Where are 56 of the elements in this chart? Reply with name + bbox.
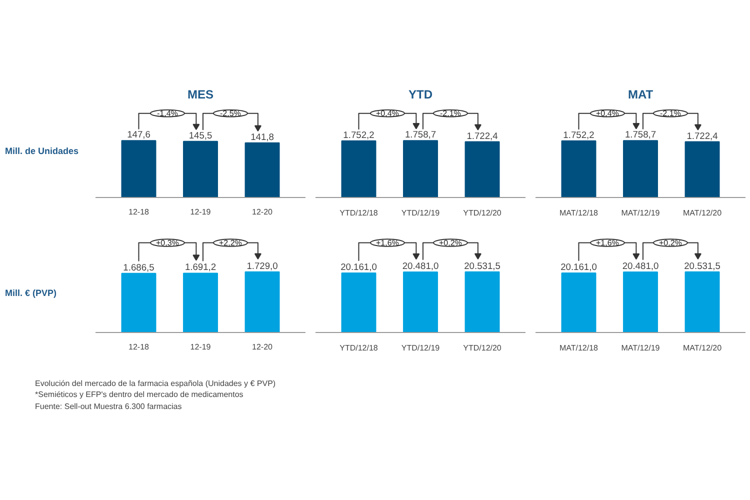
x-tick-label: MAT/12/18 bbox=[559, 344, 599, 352]
data-label: 20.161,0 bbox=[340, 262, 377, 272]
data-label: 1.758,7 bbox=[404, 130, 436, 140]
x-tick-label: 12-20 bbox=[252, 208, 274, 216]
x-tick-label: MAT/12/20 bbox=[682, 344, 722, 352]
data-label: 1.752,2 bbox=[343, 130, 374, 140]
text: -2,5% bbox=[220, 108, 241, 118]
data-label: 1.729,0 bbox=[246, 260, 278, 271]
x-tick-label: YTD/12/20 bbox=[463, 208, 502, 218]
data-label: 20.481,0 bbox=[402, 261, 439, 272]
data-label: 147,6 bbox=[127, 130, 150, 140]
data-label: 1.691,2 bbox=[184, 262, 216, 272]
x-tick-label: 12-20 bbox=[252, 342, 274, 352]
chart-title: MAT bbox=[628, 88, 654, 102]
y-axis-title: Mill. de Unidades bbox=[5, 145, 79, 158]
x-tick-label: 12-19 bbox=[190, 208, 212, 216]
x-tick-label: MAT/12/19 bbox=[621, 344, 660, 352]
text: +0,2% bbox=[659, 238, 682, 248]
data-label: 1.752,2 bbox=[563, 130, 594, 140]
text: +0,4% bbox=[376, 108, 399, 118]
text: Evolución del mercado de la farmacia española (Unidades y € PVP) bbox=[35, 379, 276, 388]
text: -2,1% bbox=[440, 108, 461, 118]
data-label: 20.531,5 bbox=[684, 260, 720, 271]
x-tick-label: MAT/12/18 bbox=[559, 208, 599, 218]
data-label: 1.722,4 bbox=[686, 130, 718, 141]
x-tick-label: 12-18 bbox=[128, 208, 150, 216]
x-tick-label: YTD/12/18 bbox=[340, 208, 378, 218]
x-tick-label: MAT/12/20 bbox=[682, 208, 722, 218]
text: -1,4% bbox=[157, 108, 178, 118]
data-label: 1.758,7 bbox=[624, 130, 656, 140]
data-label: 141,8 bbox=[250, 132, 274, 142]
data-label: 20.161,0 bbox=[560, 262, 597, 272]
x-tick-label: YTD/12/18 bbox=[340, 344, 378, 352]
chart-title: YTD bbox=[408, 88, 433, 102]
text: +0,4% bbox=[596, 108, 619, 118]
text: +0,3% bbox=[156, 238, 179, 248]
data-label: 20.531,5 bbox=[464, 260, 500, 271]
x-tick-label: YTD/12/20 bbox=[463, 344, 502, 352]
source-note: Fuente: Sell-out Muestra 6.300 farmacias bbox=[35, 402, 182, 411]
text: +1,6% bbox=[376, 238, 399, 248]
chart-title: MES bbox=[188, 88, 214, 102]
text: *Semiéticos y EFP's dentro del mercado de medicamentos bbox=[35, 390, 244, 400]
data-label: 1.686,5 bbox=[123, 262, 154, 272]
data-label: 20.481,0 bbox=[622, 261, 659, 272]
data-label: 145,5 bbox=[188, 130, 212, 140]
text: -2,1% bbox=[660, 108, 681, 118]
x-tick-label: 12-19 bbox=[190, 342, 212, 352]
y-axis-title: Mill. € (PVP) bbox=[5, 287, 57, 300]
text: +2,2% bbox=[219, 238, 242, 248]
text: +1,6% bbox=[596, 238, 619, 248]
x-tick-label: YTD/12/19 bbox=[401, 208, 440, 218]
x-tick-label: 12-18 bbox=[128, 342, 150, 352]
x-tick-label: MAT/12/19 bbox=[621, 208, 660, 218]
text: +0,2% bbox=[439, 238, 462, 248]
x-tick-label: YTD/12/19 bbox=[401, 344, 440, 352]
data-label: 1.722,4 bbox=[466, 130, 498, 141]
